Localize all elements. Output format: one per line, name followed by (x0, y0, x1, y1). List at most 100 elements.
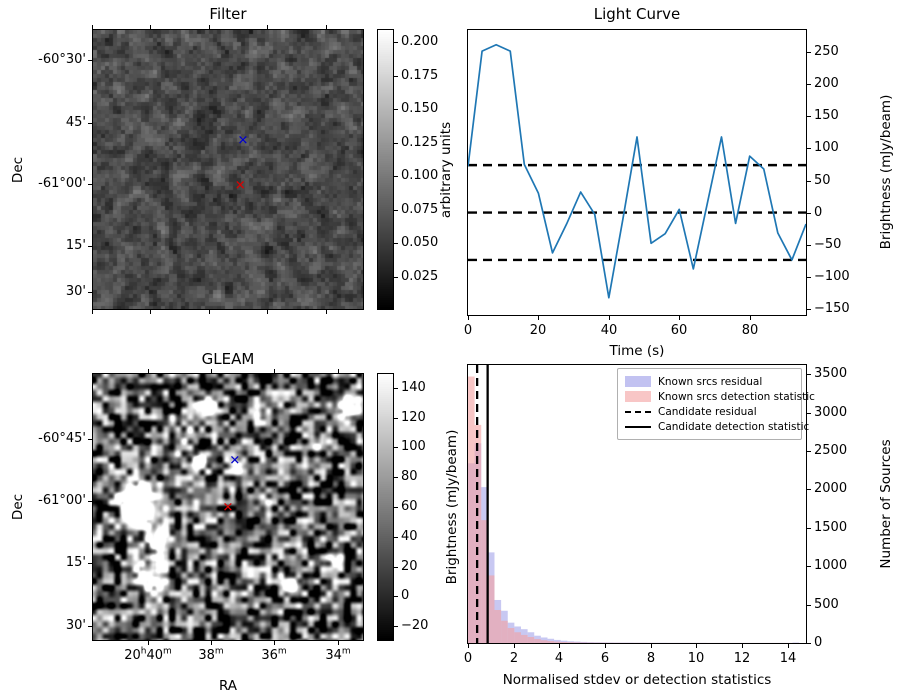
tick-mark (394, 143, 398, 144)
tick-mark (807, 181, 811, 182)
tick-mark (326, 25, 327, 29)
tick-mark (609, 316, 610, 320)
tick-mark (679, 316, 680, 320)
filter-dec-tick-label: -61°00' (38, 176, 86, 191)
tick-mark (468, 644, 469, 648)
tick-mark (394, 567, 398, 568)
filter-dec-tick-label: 30' (65, 284, 86, 299)
histogram-bar (547, 641, 555, 643)
filter-colorbar-tick-label: 0.050 (401, 235, 439, 250)
histogram-y-tick-label: 3000 (814, 405, 848, 420)
light-curve-y-tick-label: −150 (814, 301, 850, 316)
histogram-bar (607, 642, 614, 643)
tick-mark (88, 60, 92, 61)
tick-mark (514, 644, 515, 648)
histogram-plot (468, 365, 800, 643)
tick-mark (807, 489, 811, 490)
gleam-blue-cross: ✕ (229, 453, 241, 469)
histogram-bar (540, 640, 548, 643)
legend-item: Known srcs detection statistic (625, 389, 815, 404)
light-curve-xlabel: Time (s) (609, 343, 665, 359)
tick-mark (807, 148, 811, 149)
tick-mark (788, 644, 789, 648)
histogram-x-tick-label: 0 (463, 651, 473, 666)
light-curve-y-tick-label: 150 (814, 108, 839, 123)
light-curve-y-tick-label: 50 (814, 173, 831, 188)
tick-mark (267, 310, 268, 314)
gleam-dec-tick-label: 30' (65, 618, 86, 633)
tick-mark (88, 184, 92, 185)
histogram-xlabel: Normalised stdev or detection statistics (502, 672, 772, 688)
gleam-title: GLEAM (201, 350, 255, 368)
tick-mark (92, 310, 93, 314)
light-curve-ylabel: Brightness (mJy/beam) (878, 94, 894, 250)
gleam-ra-tick-label: 36m (261, 646, 287, 663)
tick-mark (394, 447, 398, 448)
tick-mark (807, 84, 811, 85)
light-curve-x-tick-label: 40 (600, 323, 618, 338)
tick-mark (394, 277, 398, 278)
histogram-bar (593, 642, 601, 643)
tick-mark (807, 116, 811, 117)
tick-mark (209, 25, 210, 29)
filter-colorbar-tick-label: 0.175 (401, 68, 439, 83)
filter-colorbar-tick-label: 0.125 (401, 135, 439, 150)
tick-mark (807, 451, 811, 452)
gleam-colorbar-tick-label: 100 (401, 439, 426, 454)
tick-mark (807, 528, 811, 529)
histogram-y-tick-label: 2000 (814, 481, 848, 496)
histogram-bar (514, 632, 521, 643)
gleam-dec-tick-label: -61°00' (38, 493, 86, 508)
histogram-bar (560, 640, 568, 643)
gleam-colorbar-label: Brightness (mJy/beam) (444, 429, 460, 585)
histogram-bar (587, 642, 594, 643)
legend-label: Candidate detection statistic (658, 420, 810, 433)
filter-dec-tick-label: 45' (65, 115, 86, 130)
histogram-series-1 (468, 376, 800, 643)
gleam-ylabel: Dec (10, 493, 26, 521)
tick-mark (209, 310, 210, 314)
tick-mark (807, 413, 811, 414)
gleam-dec-tick-label: -60°45' (38, 431, 86, 446)
histogram-y-tick-label: 1000 (814, 558, 848, 573)
tick-mark (274, 369, 275, 373)
tick-mark (148, 641, 149, 645)
filter-colorbar-label: arbitrary units (438, 121, 454, 219)
tick-mark (394, 243, 398, 244)
tick-mark (88, 501, 92, 502)
histogram-bar (540, 637, 548, 643)
tick-mark (88, 123, 92, 124)
filter-sky-image (93, 30, 363, 309)
histogram-x-tick-label: 12 (733, 651, 751, 666)
light-curve-y-tick-label: −100 (814, 269, 850, 284)
gleam-colorbar-tick-label: −20 (401, 618, 429, 633)
tick-mark (651, 644, 652, 648)
tick-mark (807, 643, 811, 644)
tick-mark (150, 25, 151, 29)
tick-mark (394, 418, 398, 419)
tick-mark (88, 246, 92, 247)
tick-mark (394, 42, 398, 43)
tick-mark (394, 477, 398, 478)
tick-mark (394, 176, 398, 177)
legend-item: Candidate detection statistic (625, 419, 809, 434)
histogram-legend: Known srcs residual Known srcs detection … (617, 368, 815, 440)
filter-colorbar-tick-label: 0.100 (401, 168, 439, 183)
light-curve-x-tick-label: 80 (741, 323, 759, 338)
legend-label: Known srcs detection statistic (658, 390, 815, 403)
histogram-x-tick-label: 8 (646, 651, 656, 666)
tick-mark (750, 316, 751, 320)
histogram-bar (560, 642, 568, 643)
histogram-bar (567, 642, 574, 643)
gleam-colorbar-tick-label: 120 (401, 410, 426, 425)
light-curve-axes (467, 29, 807, 316)
light-curve-x-tick-label: 60 (670, 323, 688, 338)
filter-ylabel: Dec (10, 156, 26, 184)
gleam-dec-tick-label: 15' (65, 555, 86, 570)
histogram-ylabel: Number of Sources (878, 439, 894, 569)
legend-item: Candidate residual (625, 404, 794, 419)
filter-colorbar-tick-label: 0.025 (401, 269, 439, 284)
tick-mark (394, 109, 398, 110)
filter-colorbar-tick-label: 0.075 (401, 202, 439, 217)
